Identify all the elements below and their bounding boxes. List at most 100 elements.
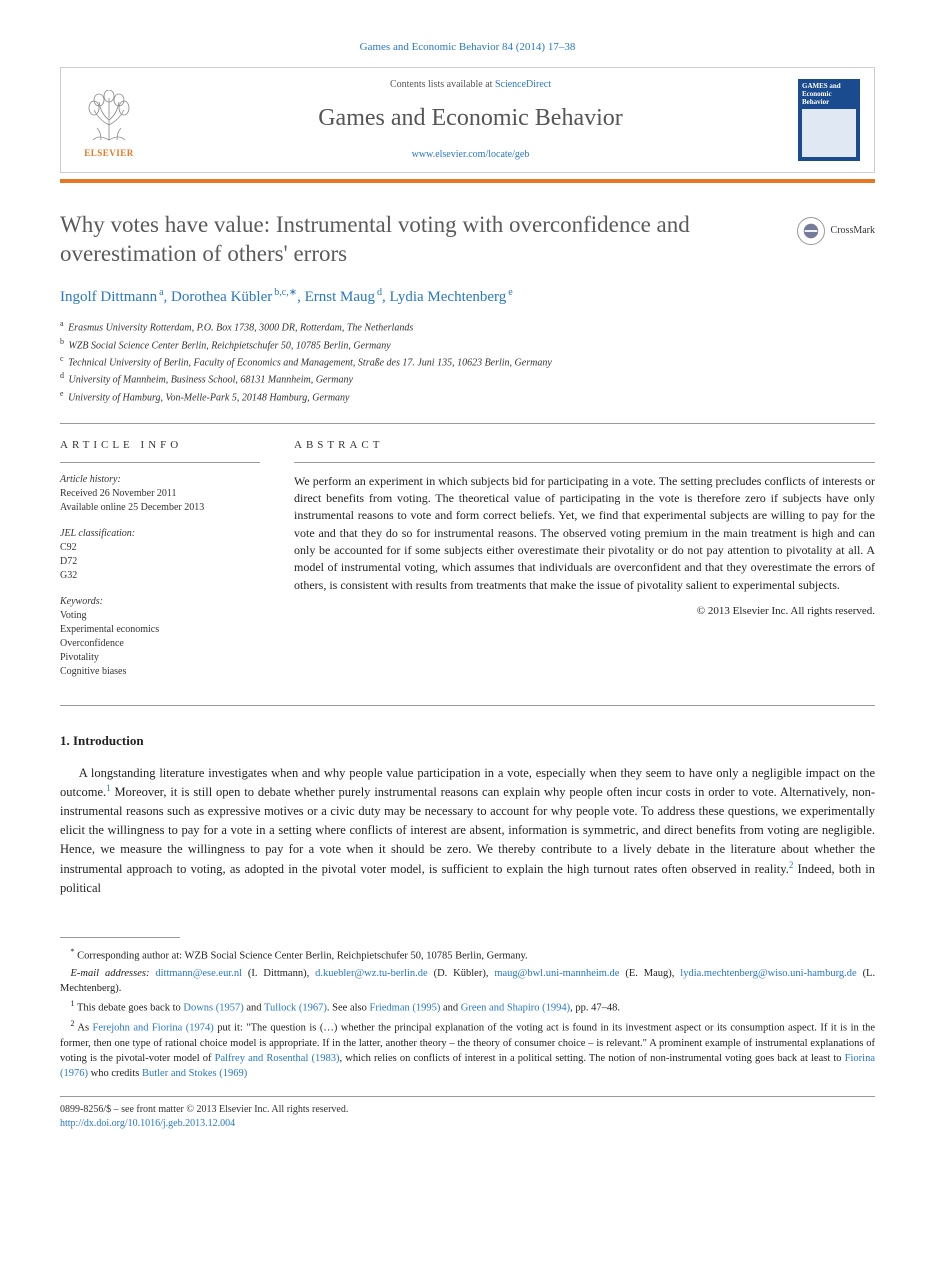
footnotes-block: * Corresponding author at: WZB Social Sc… [60,946,875,1081]
keywords-label: Keywords: [60,595,260,609]
fn1-text: and [440,1003,460,1014]
email-link[interactable]: dittmann@ese.eur.nl [155,968,242,979]
author-affil-sup: b,c,∗ [272,287,297,298]
crossmark-icon [797,217,825,245]
doi-link[interactable]: http://dx.doi.org/10.1016/j.geb.2013.12.… [60,1118,235,1129]
article-title: Why votes have value: Instrumental votin… [60,211,700,269]
divider-top [60,423,875,424]
issn-copyright-line: 0899-8256/$ – see front matter © 2013 El… [60,1103,875,1117]
email-person: (E. Maug) [625,968,671,979]
email-link[interactable]: lydia.mechtenberg@wiso.uni-hamburg.de [680,968,856,979]
section-1-heading: 1. Introduction [60,732,875,750]
received-date: Received 26 November 2011 [60,487,260,501]
elsevier-name: ELSEVIER [84,147,134,160]
abstract-text: We perform an experiment in which subjec… [294,473,875,595]
cover-title-c: Behavior [802,99,856,107]
para1-part2: Moreover, it is still open to debate whe… [60,786,875,876]
intro-paragraph-1: A longstanding literature investigates w… [60,764,875,898]
keyword: Voting [60,609,260,623]
author-affil-sup: d [375,287,382,298]
jel-section: JEL classification: C92D72G32 [60,527,260,583]
contents-available-line: Contents lists available at ScienceDirec… [143,78,798,92]
info-abstract-row: article info Article history: Received 2… [60,438,875,690]
fn2-text: who credits [88,1068,142,1079]
fn2-cite-ferejohn[interactable]: Ferejohn and Fiorina (1974) [93,1023,214,1034]
footer-divider [60,1096,875,1097]
jel-code: G32 [60,569,260,583]
divider [60,462,260,463]
header-citation: Games and Economic Behavior 84 (2014) 17… [60,40,875,55]
affiliation-line: a Erasmus University Rotterdam, P.O. Box… [60,318,875,335]
keyword: Cognitive biases [60,665,260,679]
journal-center: Contents lists available at ScienceDirec… [143,78,798,162]
abstract-copyright: © 2013 Elsevier Inc. All rights reserved… [294,604,875,619]
corr-text: Corresponding author at: WZB Social Scie… [77,951,528,962]
article-info-header: article info [60,438,260,453]
fn2-text: As [77,1023,92,1034]
fn1-text: and [244,1003,264,1014]
abstract-column: abstract We perform an experiment in whi… [294,438,875,690]
contents-prefix: Contents lists available at [390,79,495,90]
footnote-1: 1 This debate goes back to Downs (1957) … [60,998,875,1016]
fn1-cite-green[interactable]: Green and Shapiro (1994) [461,1003,570,1014]
author-affil-sup: a [157,287,163,298]
fn1-text: , pp. 47–48. [570,1003,620,1014]
divider [294,462,875,463]
journal-url-link[interactable]: www.elsevier.com/locate/geb [412,149,530,160]
journal-url-wrap: www.elsevier.com/locate/geb [143,148,798,162]
divider-bottom [60,705,875,706]
fn1-text: . See also [327,1003,370,1014]
jel-label: JEL classification: [60,527,260,541]
email-link[interactable]: d.kuebler@wz.tu-berlin.de [315,968,428,979]
sciencedirect-link[interactable]: ScienceDirect [495,79,551,90]
footnotes-divider [60,937,180,938]
fn1-cite-friedman[interactable]: Friedman (1995) [369,1003,440,1014]
email-label: E-mail addresses: [71,968,150,979]
article-history: Article history: Received 26 November 20… [60,473,260,515]
affiliation-list: a Erasmus University Rotterdam, P.O. Box… [60,318,875,405]
orange-divider-bar [60,179,875,183]
fn2-cite-palfrey[interactable]: Palfrey and Rosenthal (1983) [215,1053,340,1064]
fn1-text: This debate goes back to [77,1003,183,1014]
corresponding-author-note: * Corresponding author at: WZB Social Sc… [60,946,875,964]
corr-symbol: * [71,947,75,956]
keywords-list: VotingExperimental economicsOverconfiden… [60,609,260,679]
affiliation-line: d University of Mannheim, Business Schoo… [60,370,875,387]
fn1-cite-downs[interactable]: Downs (1957) [183,1003,243,1014]
author-affil-sup: e [506,287,512,298]
online-date: Available online 25 December 2013 [60,501,260,515]
article-info-column: article info Article history: Received 2… [60,438,260,690]
crossmark-badge[interactable]: CrossMark [797,217,875,245]
keyword: Overconfidence [60,637,260,651]
keyword: Pivotality [60,651,260,665]
elsevier-logo: ELSEVIER [75,81,143,159]
journal-header-box: ELSEVIER Contents lists available at Sci… [60,67,875,173]
keyword: Experimental economics [60,623,260,637]
author-name: Lydia Mechtenberg [390,289,507,305]
email-person: (D. Kübler) [434,968,486,979]
footnote-2: 2 As Ferejohn and Fiorina (1974) put it:… [60,1018,875,1081]
journal-cover-thumbnail: GAMES and Economic Behavior [798,79,860,161]
author-name: Ernst Maug [305,289,375,305]
email-addresses: E-mail addresses: dittmann@ese.eur.nl (I… [60,966,875,996]
crossmark-label: CrossMark [831,224,875,238]
jel-code: D72 [60,555,260,569]
email-person: (I. Dittmann) [248,968,307,979]
affiliation-line: e University of Hamburg, Von-Melle-Park … [60,388,875,405]
elsevier-tree-icon [79,90,139,145]
keywords-section: Keywords: VotingExperimental economicsOv… [60,595,260,679]
jel-list: C92D72G32 [60,541,260,583]
email-link[interactable]: maug@bwl.uni-mannheim.de [494,968,619,979]
article-header: CrossMark Why votes have value: Instrume… [60,211,875,405]
fn2-text: , which relies on conflicts of interest … [340,1053,845,1064]
author-list: Ingolf Dittmann a, Dorothea Kübler b,c,∗… [60,286,875,308]
affiliation-line: c Technical University of Berlin, Facult… [60,353,875,370]
fn2-cite-butler[interactable]: Butler and Stokes (1969) [142,1068,247,1079]
affiliation-line: b WZB Social Science Center Berlin, Reic… [60,336,875,353]
author-name: Dorothea Kübler [171,289,272,305]
author-name: Ingolf Dittmann [60,289,157,305]
jel-code: C92 [60,541,260,555]
footer-block: 0899-8256/$ – see front matter © 2013 El… [60,1103,875,1131]
history-label: Article history: [60,473,260,487]
fn1-cite-tullock[interactable]: Tullock (1967) [264,1003,327,1014]
